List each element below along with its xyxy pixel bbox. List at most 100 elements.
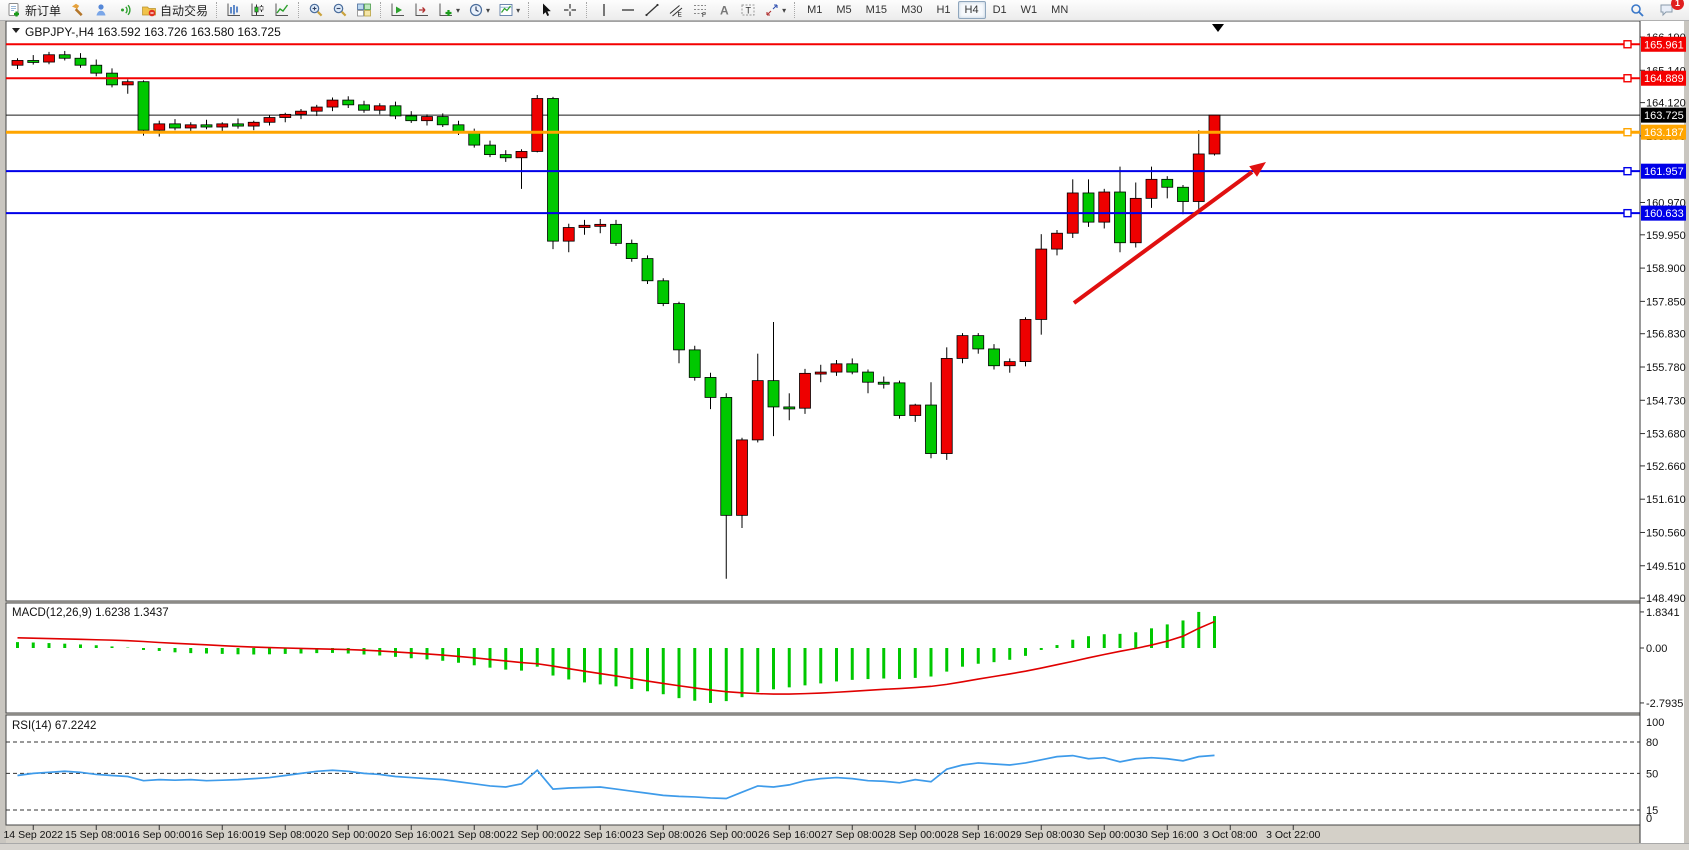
search-icon — [1631, 4, 1644, 17]
chart-shift-marker-icon[interactable] — [1212, 24, 1224, 32]
auto-scroll-button[interactable] — [386, 0, 410, 21]
tile-windows-button[interactable] — [352, 0, 376, 21]
channel-tool-button[interactable]: E — [664, 0, 688, 21]
timeframe-m5-button[interactable]: M5 — [836, 4, 852, 16]
price-badge-text: 160.633 — [1644, 208, 1684, 220]
arrows-tool-button[interactable]: ▾ — [760, 0, 790, 21]
candle-up — [373, 105, 386, 111]
macd-panel[interactable] — [5, 602, 1641, 714]
price-badge-text: 164.889 — [1644, 73, 1684, 85]
templates-button[interactable]: ▾ — [494, 0, 524, 21]
line-chart-icon — [275, 3, 289, 16]
candle-up — [1208, 114, 1221, 155]
timeframe-h4-button[interactable]: H4 — [957, 1, 986, 19]
indicators-icon — [439, 3, 453, 16]
trendline-tool-button[interactable] — [640, 0, 664, 21]
right-window-edge — [1684, 21, 1689, 850]
time-tick-label: 21 Sep 08:00 — [443, 829, 506, 841]
indicators-button[interactable]: ▾ — [434, 0, 464, 21]
auto-trading-label: 自动交易 — [160, 3, 209, 18]
candle-up — [578, 224, 591, 228]
timeframe-h1-button[interactable]: H1 — [936, 4, 951, 16]
zoom-out-button[interactable] — [328, 0, 352, 21]
timeframe-m15-button[interactable]: M15 — [865, 4, 888, 16]
periods-button[interactable]: ▾ — [464, 0, 494, 21]
candle-down — [232, 123, 244, 127]
candle-down — [610, 223, 622, 244]
time-tick-label: 27 Sep 08:00 — [821, 829, 884, 841]
toolbar-separator — [216, 2, 218, 18]
candle-down — [436, 116, 449, 126]
price-tick-label: 149.510 — [1646, 561, 1686, 573]
candle-down — [358, 104, 370, 111]
candle-down — [499, 154, 512, 159]
search-button[interactable] — [1625, 0, 1649, 21]
text-label-tool-button[interactable]: T — [736, 0, 760, 21]
signals-button[interactable] — [113, 0, 137, 21]
auto-trading-button[interactable]: 自动交易 — [137, 0, 212, 21]
candle-chart-mode-button[interactable] — [246, 0, 270, 21]
price-tick-label: 158.900 — [1646, 263, 1686, 275]
timeframe-m1-button[interactable]: M1 — [807, 4, 823, 16]
svg-text:E: E — [678, 12, 683, 19]
crosshair-tool-button[interactable] — [558, 0, 582, 21]
vertical-line-tool-button[interactable] — [592, 0, 616, 21]
bar-chart-mode-button[interactable] — [222, 0, 246, 21]
candle-down — [547, 98, 559, 242]
time-tick-label: 26 Sep 16:00 — [758, 829, 821, 841]
candle-up — [184, 124, 197, 129]
svg-text:A: A — [720, 4, 729, 18]
new-order-icon — [8, 3, 19, 17]
timeframe-d1-button[interactable]: D1 — [992, 4, 1007, 16]
text-tool-button[interactable]: A — [712, 0, 736, 21]
cursor-tool-button[interactable] — [534, 0, 558, 21]
candle-up — [909, 404, 922, 416]
rsi-tick-label: 0 — [1646, 813, 1652, 825]
timeframe-w1-button[interactable]: W1 — [1020, 4, 1038, 16]
candle-chart-icon — [251, 3, 265, 16]
chart-shift-button[interactable] — [410, 0, 434, 21]
candle-up — [736, 439, 748, 516]
signal-icon — [121, 4, 131, 16]
candle-down — [389, 105, 402, 117]
candle-up — [1145, 178, 1158, 199]
horizontal-line-tool-button[interactable] — [616, 0, 640, 21]
fibonacci-tool-button[interactable]: F — [688, 0, 712, 21]
line-handle-marker[interactable] — [1623, 40, 1632, 49]
time-tick-label: 30 Sep 00:00 — [1073, 829, 1136, 841]
chat-button[interactable]: 1 — [1655, 0, 1684, 21]
hammer-tool-button[interactable] — [65, 0, 89, 21]
svg-text:T: T — [746, 6, 752, 16]
candle-down — [200, 124, 213, 128]
rsi-line — [17, 754, 1215, 800]
trend-arrow-line[interactable] — [1072, 170, 1254, 305]
channel-icon: E — [669, 5, 683, 19]
timeframe-mn-button[interactable]: MN — [1051, 4, 1069, 16]
time-tick-label: 19 Sep 08:00 — [254, 829, 317, 841]
candle-down — [846, 363, 859, 373]
rsi-panel[interactable] — [5, 714, 1641, 826]
toolbar-separator — [586, 2, 588, 18]
timeframe-m30-button[interactable]: M30 — [901, 4, 923, 16]
price-badge-text: 165.961 — [1644, 39, 1684, 51]
candle-up — [1098, 191, 1111, 223]
rsi-label: RSI(14) 67.2242 — [12, 720, 96, 732]
line-handle-marker[interactable] — [1623, 208, 1632, 218]
candle-up — [1035, 248, 1048, 320]
zoom-in-button[interactable] — [304, 0, 328, 21]
legend-collapse-icon[interactable] — [12, 28, 20, 33]
line-handle-marker[interactable] — [1623, 166, 1632, 176]
hline-icon — [622, 9, 635, 11]
line-handle-marker[interactable] — [1623, 74, 1632, 83]
toolbar-separator — [528, 2, 530, 18]
line-handle-marker[interactable] — [1623, 127, 1632, 137]
new-order-button[interactable]: 新订单 — [2, 0, 65, 21]
macd-label: MACD(12,26,9) 1.6238 1.3437 — [12, 607, 169, 619]
profile-button[interactable] — [89, 0, 113, 21]
trend-arrow-head[interactable] — [1249, 162, 1266, 177]
main-chart-panel[interactable] — [5, 20, 1641, 602]
line-chart-mode-button[interactable] — [270, 0, 294, 21]
toolbar-separator — [298, 2, 300, 18]
